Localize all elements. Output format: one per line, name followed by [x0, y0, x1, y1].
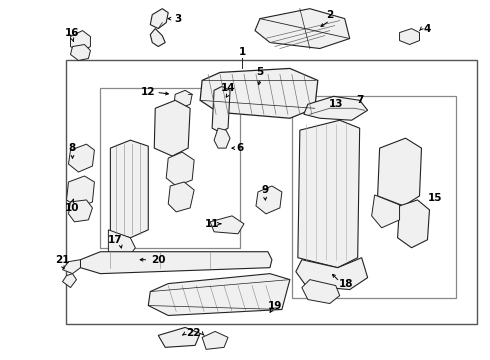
Polygon shape	[67, 176, 95, 208]
Polygon shape	[69, 200, 93, 222]
Text: 15: 15	[428, 193, 442, 203]
Polygon shape	[212, 86, 230, 132]
Text: 18: 18	[339, 279, 353, 289]
Text: 13: 13	[328, 99, 343, 109]
Text: 19: 19	[268, 301, 282, 311]
Bar	[66, 60, 477, 324]
Polygon shape	[148, 274, 290, 315]
Text: 14: 14	[220, 84, 235, 93]
Polygon shape	[399, 28, 419, 45]
Polygon shape	[174, 90, 192, 108]
Polygon shape	[166, 152, 194, 186]
Text: 4: 4	[424, 24, 431, 33]
Text: 21: 21	[55, 255, 70, 265]
Text: 7: 7	[356, 95, 364, 105]
Text: 20: 20	[151, 255, 166, 265]
Polygon shape	[214, 128, 230, 148]
Text: 16: 16	[65, 28, 80, 37]
Bar	[100, 88, 240, 248]
Text: 2: 2	[326, 10, 333, 20]
Polygon shape	[71, 31, 91, 53]
Polygon shape	[200, 68, 318, 118]
Polygon shape	[298, 120, 360, 268]
Text: 5: 5	[256, 67, 264, 77]
Polygon shape	[80, 252, 272, 274]
Text: 6: 6	[236, 143, 244, 153]
Text: 8: 8	[69, 143, 76, 153]
Polygon shape	[210, 216, 244, 234]
Polygon shape	[296, 258, 368, 289]
Text: 9: 9	[261, 185, 269, 195]
Text: 10: 10	[65, 203, 80, 213]
Text: 11: 11	[205, 219, 220, 229]
Polygon shape	[108, 230, 135, 258]
Polygon shape	[110, 140, 148, 238]
Polygon shape	[378, 138, 421, 206]
Text: 12: 12	[141, 87, 155, 97]
Text: 17: 17	[108, 235, 122, 245]
Polygon shape	[168, 182, 194, 212]
Polygon shape	[158, 328, 200, 347]
Polygon shape	[304, 96, 368, 120]
Polygon shape	[256, 186, 282, 214]
Polygon shape	[397, 200, 429, 248]
Text: 3: 3	[174, 14, 182, 24]
Text: 22: 22	[186, 328, 200, 338]
Polygon shape	[150, 28, 165, 46]
Polygon shape	[69, 144, 95, 172]
Polygon shape	[71, 45, 91, 60]
Polygon shape	[63, 260, 80, 274]
Text: 1: 1	[238, 48, 245, 58]
Polygon shape	[63, 274, 76, 288]
Polygon shape	[150, 9, 168, 28]
Polygon shape	[154, 100, 190, 156]
Polygon shape	[371, 195, 399, 228]
Polygon shape	[255, 9, 350, 49]
Polygon shape	[202, 332, 228, 349]
Bar	[292, 96, 456, 298]
Polygon shape	[302, 280, 340, 303]
